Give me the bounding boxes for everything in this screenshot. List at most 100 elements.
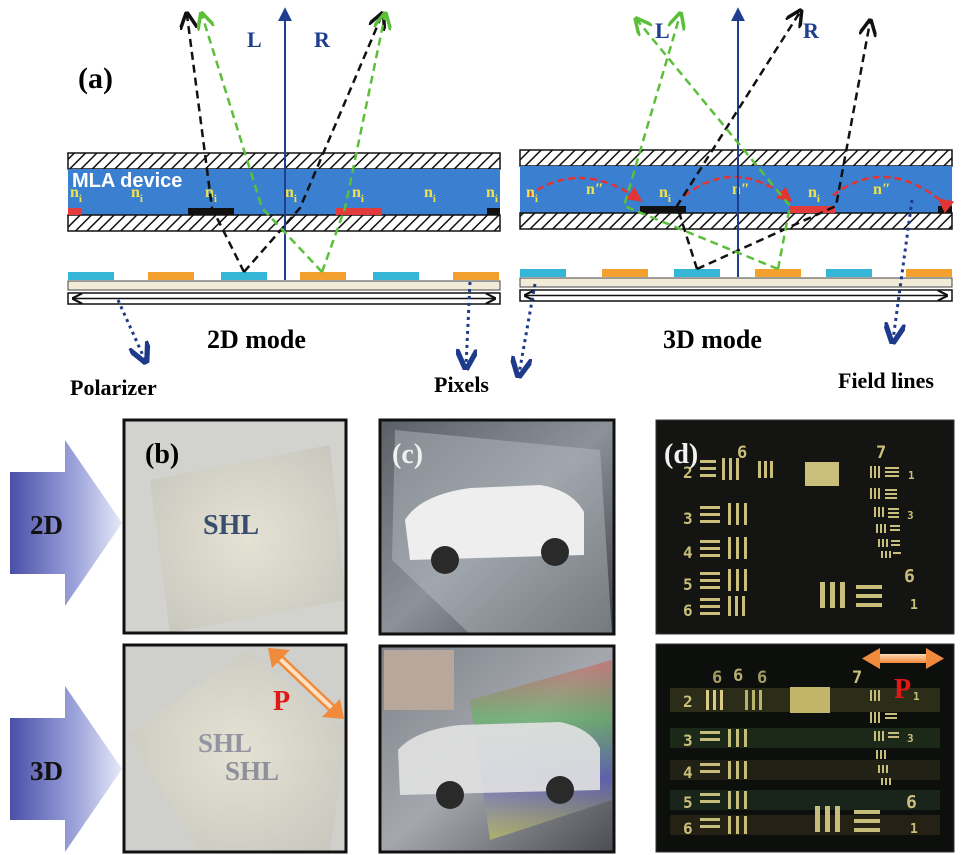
pixels-arrow-right xyxy=(519,283,537,374)
device-3d: ni n″ ni n″ ni n″ L R xyxy=(519,10,955,354)
target-number: 6 xyxy=(712,668,722,688)
target-number: 6 xyxy=(683,819,693,838)
bar xyxy=(854,828,880,832)
p-label-b: P xyxy=(273,686,290,717)
pixel-cyan xyxy=(68,272,114,280)
target-number: 7 xyxy=(852,668,862,688)
svg-text:ni: ni xyxy=(424,184,436,205)
field-lines-arrow xyxy=(893,199,914,340)
bar xyxy=(742,596,745,616)
bar xyxy=(700,554,720,557)
bar xyxy=(885,713,897,715)
row-2d-label: 2D xyxy=(30,510,63,540)
target-number: 6 xyxy=(737,443,747,463)
polarizer-label: Polarizer xyxy=(70,375,157,400)
bar xyxy=(700,731,720,734)
bar xyxy=(700,506,720,509)
panel-b: SHL (b) SHL SHL P xyxy=(122,418,348,854)
bar xyxy=(878,712,880,723)
n-labels-2d: ni ni ni ni ni ni ni xyxy=(70,184,498,205)
bar xyxy=(745,690,748,710)
bar xyxy=(885,778,887,785)
bar xyxy=(759,690,762,710)
bar xyxy=(886,765,888,773)
photo-b-2d: SHL (b) xyxy=(122,418,348,635)
bar xyxy=(728,729,731,747)
bar xyxy=(870,690,872,701)
bar xyxy=(888,516,899,518)
bar xyxy=(878,488,880,499)
pixel-row-3d xyxy=(520,269,952,277)
electrode-black xyxy=(188,208,234,215)
bar xyxy=(736,458,739,480)
target-bars xyxy=(700,458,901,616)
bar xyxy=(881,551,883,558)
bar xyxy=(885,467,899,469)
n-index: ni xyxy=(424,184,436,205)
pixel-cyan xyxy=(674,269,720,277)
n-index: ni xyxy=(659,184,671,205)
electrode-red xyxy=(336,208,382,215)
bar xyxy=(735,596,738,616)
arrow-head-icon xyxy=(268,648,290,668)
svg-text:ni: ni xyxy=(526,184,538,205)
photo-frame xyxy=(378,418,616,636)
panel-c-label: (c) xyxy=(392,439,423,470)
top-substrate xyxy=(519,149,953,167)
bar xyxy=(881,778,883,785)
bar xyxy=(790,687,830,713)
ray-black xyxy=(187,15,246,273)
bar xyxy=(728,791,731,809)
bar xyxy=(736,537,739,559)
row-chevron-3d: 3D xyxy=(10,686,122,852)
bar xyxy=(700,467,716,470)
bar xyxy=(700,460,716,463)
car-wheel xyxy=(436,781,464,809)
bar xyxy=(700,547,720,550)
bar xyxy=(728,761,731,779)
bar xyxy=(880,524,882,533)
bar xyxy=(700,572,720,575)
bar xyxy=(885,497,897,499)
pixel-cyan xyxy=(373,272,419,280)
bar xyxy=(878,507,880,517)
bar xyxy=(744,761,747,779)
pixel-orange xyxy=(755,269,801,277)
rays-3d xyxy=(622,12,870,271)
bar xyxy=(700,763,720,766)
bar xyxy=(728,569,731,591)
car-wheel xyxy=(541,538,569,566)
bar xyxy=(890,529,900,531)
target-numbers: 6 7 2 3 4 5 6 1 3 6 1 xyxy=(683,443,918,620)
callout-arrows xyxy=(116,199,914,374)
n-double-prime: n″ xyxy=(732,181,750,198)
pixel-orange xyxy=(453,272,499,280)
svg-text:ni: ni xyxy=(131,184,143,205)
bar xyxy=(874,488,876,499)
svg-text:ni: ni xyxy=(205,184,217,205)
photo-b-3d: SHL SHL P xyxy=(122,643,348,854)
car-wheel xyxy=(431,546,459,574)
bar xyxy=(878,466,880,478)
bar xyxy=(885,475,899,477)
bar xyxy=(736,503,739,525)
target-number: 3 xyxy=(683,509,693,528)
bar xyxy=(744,729,747,747)
bar xyxy=(728,596,731,616)
ray-green xyxy=(202,15,323,273)
n-index: ni xyxy=(70,184,82,205)
bar xyxy=(752,690,755,710)
bar xyxy=(736,816,739,834)
field-lines-label: Field lines xyxy=(838,368,934,393)
bar xyxy=(820,582,825,608)
svg-text:ni: ni xyxy=(486,184,498,205)
bar xyxy=(880,750,882,759)
target-number: 3 xyxy=(683,731,693,750)
bar xyxy=(874,731,876,741)
bar xyxy=(815,806,820,832)
bar xyxy=(854,819,880,823)
target-number: 2 xyxy=(683,463,693,482)
target-number: 6 xyxy=(683,601,693,620)
target-d-3d: 6 6 6 7 2 3 4 5 6 1 3 6 1 P xyxy=(655,643,955,853)
target-number: 6 xyxy=(904,566,915,587)
